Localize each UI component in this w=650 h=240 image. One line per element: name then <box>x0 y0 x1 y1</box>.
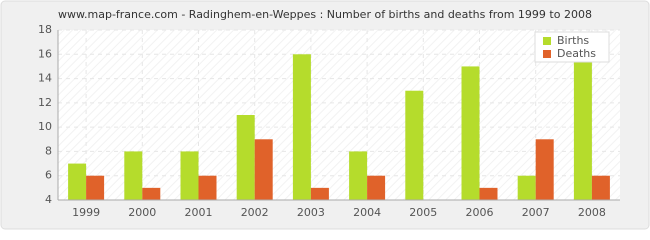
bar <box>198 175 217 200</box>
x-tick-label: 2002 <box>241 206 269 219</box>
bar <box>479 187 498 200</box>
y-tick-label: 8 <box>45 144 52 157</box>
x-tick-label: 2000 <box>128 206 156 219</box>
chart-title: www.map-france.com - Radinghem-en-Weppes… <box>58 8 592 21</box>
x-tick-label: 2003 <box>297 206 325 219</box>
x-tick-label: 2004 <box>353 206 381 219</box>
x-tick-label: 2005 <box>409 206 437 219</box>
bar <box>517 175 536 200</box>
bar <box>310 187 329 200</box>
y-tick-label: 16 <box>38 47 52 60</box>
x-tick-label: 2006 <box>466 206 494 219</box>
y-tick-label: 14 <box>38 72 52 85</box>
legend-label: Births <box>557 34 589 47</box>
legend-label: Deaths <box>557 47 596 60</box>
chart: www.map-france.com - Radinghem-en-Weppes… <box>0 0 650 230</box>
y-tick-label: 12 <box>38 96 52 109</box>
x-tick-label: 1999 <box>72 206 100 219</box>
y-tick-label: 4 <box>45 193 52 206</box>
bar <box>591 175 610 200</box>
x-tick-label: 2008 <box>578 206 606 219</box>
bar <box>68 163 87 200</box>
bar <box>142 187 161 200</box>
bar <box>124 151 143 200</box>
bar <box>367 175 386 200</box>
x-tick-label: 2001 <box>185 206 213 219</box>
y-tick-label: 10 <box>38 120 52 133</box>
x-tick-label: 2007 <box>522 206 550 219</box>
bar <box>573 54 592 201</box>
legend-swatch <box>543 37 551 45</box>
y-tick-label: 6 <box>45 169 52 182</box>
bar <box>236 115 255 200</box>
bar <box>180 151 199 200</box>
bar <box>461 66 480 200</box>
plot-area <box>58 30 620 200</box>
y-tick-label: 18 <box>38 23 52 36</box>
page: {"chart_data": {"type": "bar", "title": … <box>0 0 650 230</box>
bar <box>254 139 273 200</box>
bar <box>86 175 105 200</box>
bar <box>535 139 554 200</box>
bar <box>292 54 311 201</box>
bar <box>349 151 368 200</box>
bar <box>405 90 424 200</box>
legend-swatch <box>543 50 551 58</box>
